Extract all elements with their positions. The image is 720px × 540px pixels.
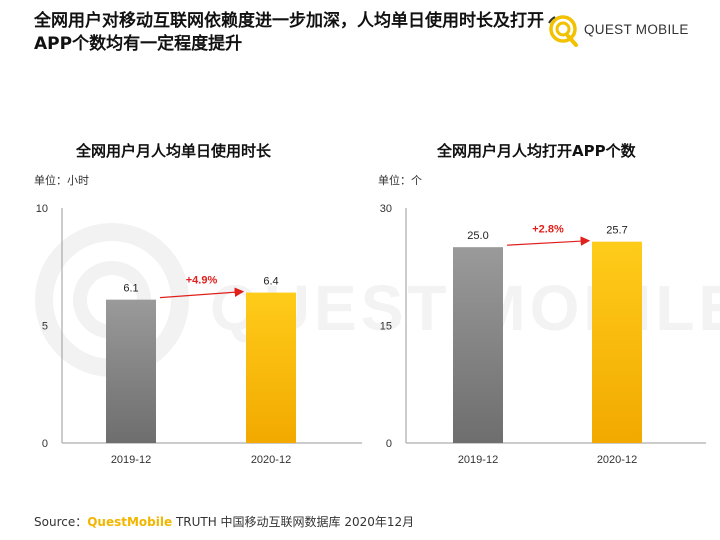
- chart1-y-tick: 0: [42, 438, 48, 450]
- questmobile-logo: QUEST MOBILE: [546, 14, 696, 47]
- chart1-value-label: 6.1: [123, 283, 138, 295]
- chart2-bar-2019-12: [453, 247, 503, 443]
- chart2-value-label: 25.7: [606, 225, 627, 237]
- chart1-value-label: 6.4: [263, 276, 278, 288]
- page-title: 全网用户对移动互联网依赖度进一步加深，人均单日使用时长及打开APP个数均有一定程…: [34, 11, 544, 54]
- chart1-category-label: 2020-12: [251, 454, 291, 466]
- chart2-bar-2020-12: [592, 241, 642, 443]
- chart2-title: 全网用户月人均打开APP个数: [437, 142, 636, 160]
- chart2-value-label: 25.0: [467, 230, 488, 242]
- chart2-category-label: 2020-12: [597, 454, 637, 466]
- chart2-category-label: 2019-12: [458, 454, 498, 466]
- chart1-unit: 单位：小时: [34, 174, 89, 187]
- chart1-y-tick: 5: [42, 321, 48, 333]
- chart1-title: 全网用户月人均单日使用时长: [76, 142, 272, 160]
- chart1-growth-label: +4.9%: [186, 275, 218, 287]
- source-brand: QuestMobile: [87, 515, 173, 529]
- chart2-y-tick: 15: [380, 321, 392, 333]
- chart2-growth-label: +2.8%: [532, 224, 564, 236]
- chart1-y-tick: 10: [36, 203, 48, 215]
- logo-text: QUEST MOBILE: [584, 22, 689, 37]
- source-note: Source：QuestMobile TRUTH 中国移动互联网数据库 2020…: [34, 513, 414, 530]
- chart2-y-tick: 30: [380, 203, 392, 215]
- chart2-unit: 单位：个: [378, 174, 422, 187]
- chart1-bar-2020-12: [246, 292, 296, 443]
- chart1-growth-arrow: [159, 287, 245, 299]
- chart2-y-tick: 0: [386, 438, 392, 450]
- chart1-bar-2019-12: [106, 299, 156, 443]
- source-prefix: Source：: [34, 515, 88, 529]
- chart2-growth-arrow: [506, 236, 591, 246]
- source-detail: TRUTH 中国移动互联网数据库 2020年12月: [172, 515, 415, 529]
- chart1-category-label: 2019-12: [111, 454, 151, 466]
- questmobile-logo-icon: [548, 15, 578, 47]
